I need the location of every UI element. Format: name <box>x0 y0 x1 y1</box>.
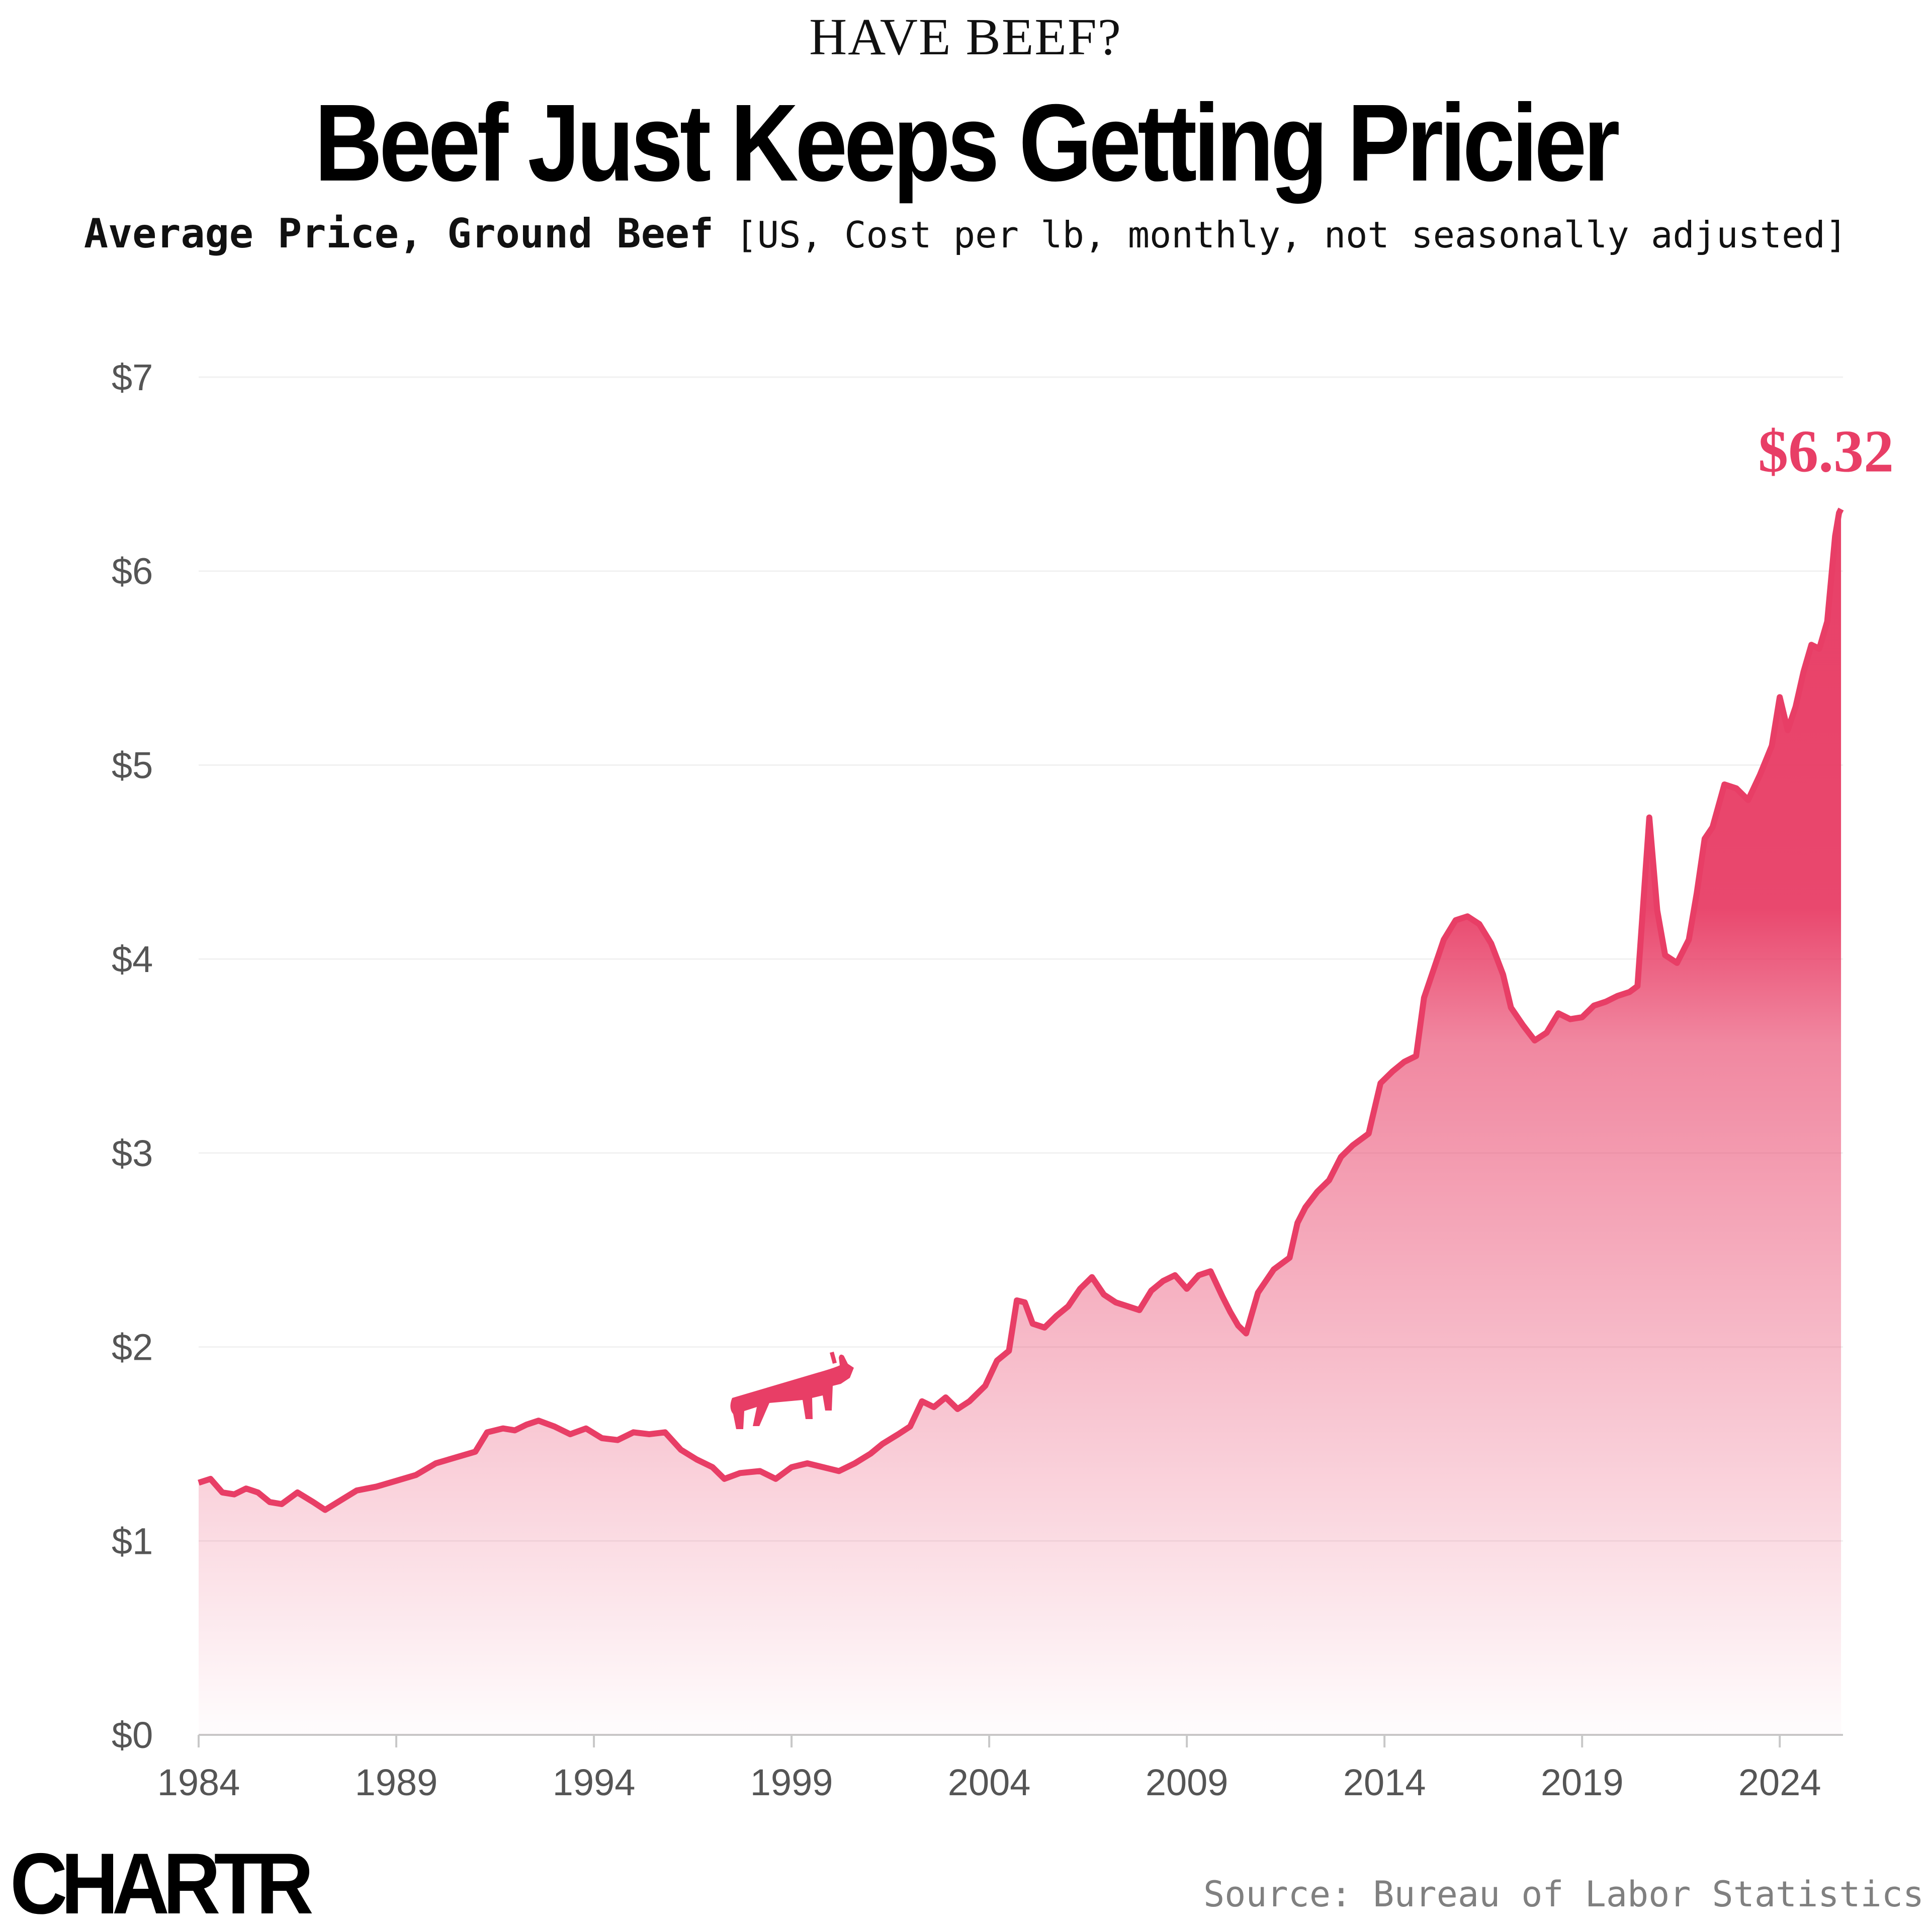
x-tick-label: 1999 <box>750 1762 833 1803</box>
cow-icon <box>730 1352 854 1429</box>
y-tick-label: $3 <box>112 1132 153 1174</box>
y-axis: $0 $1 $2 $3 $4 $5 $6 $7 <box>112 357 153 1756</box>
y-tick-label: $2 <box>112 1327 153 1368</box>
price-area <box>199 509 1841 1735</box>
x-tick-label: 2024 <box>1738 1762 1821 1803</box>
x-tick-label: 2004 <box>948 1762 1031 1803</box>
y-tick-label: $7 <box>112 357 153 398</box>
y-tick-label: $0 <box>112 1714 153 1756</box>
y-tick-label: $6 <box>112 551 153 592</box>
x-tick-label: 2009 <box>1146 1762 1228 1803</box>
chart-kicker: HAVE BEEF? <box>809 8 1122 66</box>
subtitle-rest: [US, Cost per lb, monthly, not seasonall… <box>735 214 1848 256</box>
x-tick-label: 1989 <box>355 1762 438 1803</box>
chart-title: Beef Just Keeps Getting Pricier <box>314 82 1620 204</box>
y-tick-label: $4 <box>112 938 153 980</box>
x-tick-label: 2019 <box>1541 1762 1624 1803</box>
subtitle-bold: Average Price, Ground Beef <box>83 210 714 257</box>
x-tick-label: 1984 <box>157 1762 240 1803</box>
source-note: Source: Bureau of Labor Statistics <box>1203 1874 1924 1915</box>
end-value-label: $6.32 <box>1758 417 1894 484</box>
y-tick-label: $5 <box>112 744 153 786</box>
x-tick-label: 1994 <box>553 1762 636 1803</box>
y-tick-label: $1 <box>112 1520 153 1562</box>
chartr-logo: CHARTR <box>10 1835 314 1932</box>
chart-subtitle: Average Price, Ground Beef [US, Cost per… <box>0 210 1931 257</box>
price-line <box>198 507 1844 1513</box>
x-axis: 1984 1989 1994 1999 2004 2009 2014 2019 2024 <box>157 1734 1843 1803</box>
x-tick-label: 2014 <box>1343 1762 1426 1803</box>
